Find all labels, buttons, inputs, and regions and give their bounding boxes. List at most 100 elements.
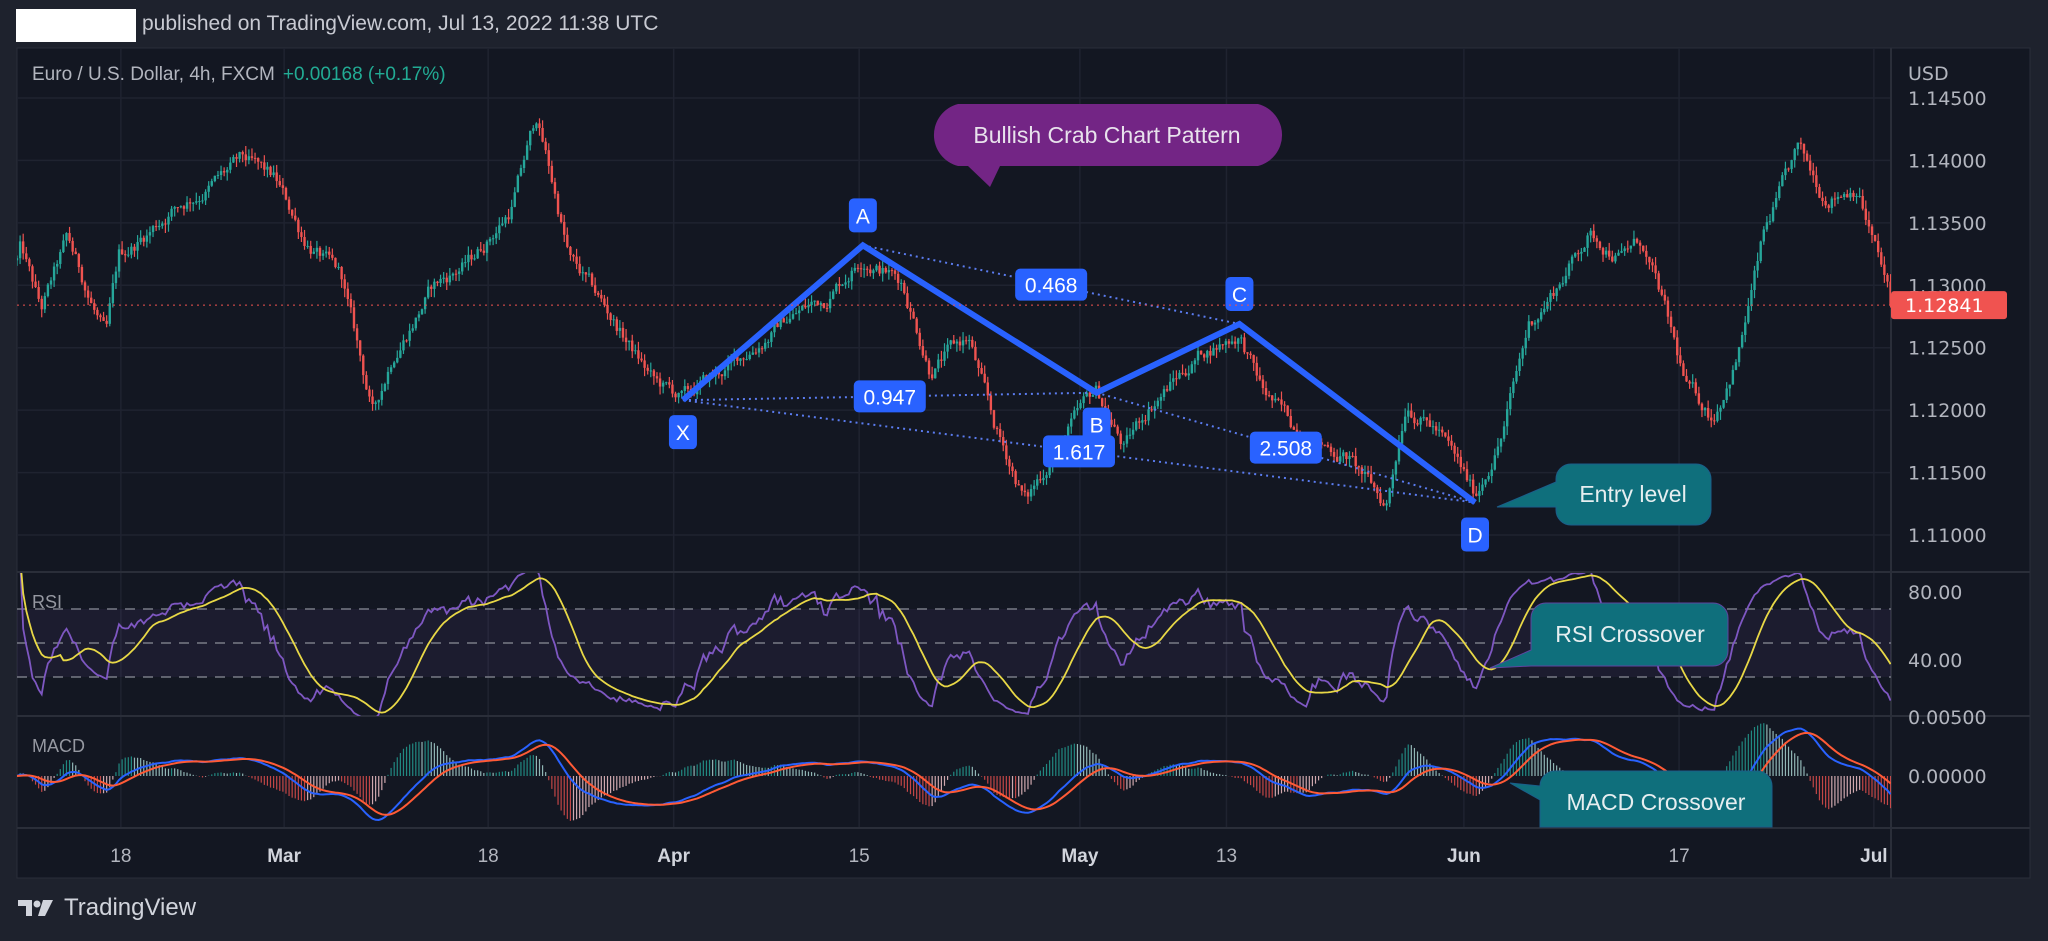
macd-label[interactable]: MACD [32,736,85,756]
candle [686,386,690,389]
candle [278,181,281,186]
candle [980,367,983,374]
candle [1638,242,1642,246]
candle [1042,477,1045,481]
candle [559,214,563,222]
candle [1694,382,1697,394]
candle [377,399,380,403]
callout-macd-crossover[interactable]: MACD Crossover [1509,770,1773,828]
candle [590,273,594,286]
candle [1082,396,1085,404]
candle [968,339,971,342]
candle [1212,348,1215,356]
candle [1468,479,1472,481]
candle [411,328,414,331]
candle [1679,355,1682,364]
candle [850,270,853,282]
candle [324,251,328,254]
candle [1002,437,1005,446]
candle [1728,384,1731,389]
candle [572,254,575,257]
candle [606,304,609,314]
candle [1873,235,1877,241]
candle [1332,452,1336,457]
candle [108,303,111,324]
candle [507,217,510,220]
pattern-point-badge [668,415,697,450]
candle [158,225,161,228]
harmonic-pattern[interactable]: 0.468 0.947 1.617 2.508 X A B C D [668,198,1490,552]
candle [346,288,350,299]
candle [1045,475,1048,478]
candle [1206,350,1209,358]
pattern-xabcd-line[interactable] [680,241,1477,505]
candle [498,225,501,234]
pattern-ratio-label: 1.617 [1053,441,1106,464]
macd-tick-label: 0.00500 [1908,707,1987,729]
candle [420,309,424,315]
candle [658,378,662,387]
candle [1326,444,1330,447]
candle [1601,248,1605,255]
candle [1187,373,1190,376]
callout-entry-level[interactable]: Entry level [1496,463,1712,526]
candle [900,282,903,284]
rsi-label[interactable]: RSI [32,592,62,612]
candle [253,157,257,159]
candle [652,370,656,377]
candle [677,393,680,398]
price-tick-label: 1.14000 [1908,150,1987,172]
candle [807,305,810,308]
candle [1076,408,1079,411]
candle [816,300,819,305]
candle [587,273,591,275]
candle [1499,438,1503,447]
candle [884,267,887,273]
candle [1740,334,1744,348]
candle [569,246,572,255]
candle [553,182,557,194]
candle [1369,474,1373,483]
candle [1858,195,1861,197]
last-price-tag [1891,291,2007,320]
candle [90,297,93,304]
symbol-legend[interactable]: Euro / U.S. Dollar, 4h, FXCM +0.00168 (+0… [32,64,446,86]
candle [414,317,418,329]
candle [482,250,486,253]
candle [1345,452,1348,460]
footer-brand[interactable]: TradingView [18,894,196,922]
candle [464,262,467,264]
candle [872,270,875,274]
candle [760,348,764,350]
candle [343,279,346,289]
callout-pattern-title[interactable]: Bullish Crab Chart Pattern [933,104,1283,187]
candle [300,232,303,238]
candle [1138,421,1141,423]
callout-rsi-crossover[interactable]: RSI Crossover [1489,602,1729,669]
candle [349,298,353,308]
candle [1703,408,1707,411]
candle [1716,411,1719,421]
candle [1821,197,1824,201]
candle [396,357,399,363]
candle [229,162,232,170]
candle [1066,426,1070,438]
candle [1036,479,1039,486]
candle [986,382,989,396]
candle [1159,397,1163,401]
candle [1475,493,1478,496]
candle [139,237,142,243]
candle [1397,443,1401,462]
candle [470,254,473,260]
price-change: +0.00168 (+0.17%) [282,64,446,85]
candle [436,281,439,284]
pattern-point-label: C [1232,284,1247,307]
candle [1453,445,1456,454]
candle [1193,360,1197,365]
candle [127,254,130,256]
candle [776,323,779,328]
candle [1271,395,1274,401]
candle [1277,398,1280,400]
candle [1243,337,1246,353]
